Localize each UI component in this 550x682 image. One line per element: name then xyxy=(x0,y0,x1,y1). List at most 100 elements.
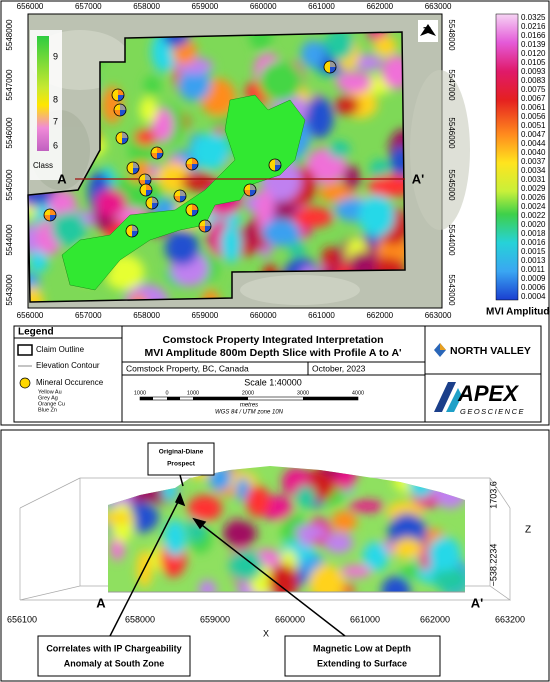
north-valley-text: NORTH VALLEY xyxy=(450,345,531,357)
mineral-quad xyxy=(145,174,151,180)
claim-swatch xyxy=(17,344,33,356)
blob xyxy=(49,190,77,219)
callout-text: Extending to Surface xyxy=(317,658,407,668)
colorbar-label: 0.0029 xyxy=(521,184,546,193)
y-coord-label: 5546000 xyxy=(447,117,456,149)
blob xyxy=(95,189,127,218)
x-coord-label: 656000 xyxy=(17,2,44,11)
mineral-quad xyxy=(269,159,275,165)
mineral-quad xyxy=(44,215,50,221)
mineral-color: Grey Ag xyxy=(38,395,58,401)
mineral-outline xyxy=(126,161,140,175)
callout-text: Anomaly at South Zone xyxy=(64,658,165,668)
mineral-quad xyxy=(44,209,50,215)
mineral-quad xyxy=(116,138,122,144)
x-coord-label: 657000 xyxy=(75,311,102,320)
blob xyxy=(29,249,49,273)
x-label: 656100 xyxy=(7,614,37,624)
mineral-quad xyxy=(132,225,138,231)
blob xyxy=(335,95,360,116)
mineral-quad xyxy=(186,204,192,210)
blob xyxy=(419,543,432,571)
mineral-quad xyxy=(180,190,186,196)
blob xyxy=(180,172,216,192)
mineral-quad xyxy=(118,89,124,95)
colorbar xyxy=(495,13,519,301)
mineral-quad xyxy=(192,210,198,216)
prospect-label: Prospect xyxy=(167,461,196,468)
blob xyxy=(256,189,274,232)
scale-tick: 3000 xyxy=(297,390,309,396)
blob xyxy=(343,165,360,191)
blob xyxy=(108,511,134,525)
blob xyxy=(258,60,302,102)
mineral-quad xyxy=(140,184,146,190)
x-coord-label: 658000 xyxy=(133,311,160,320)
x-label: 660000 xyxy=(275,614,305,624)
colorbar-label: 0.0083 xyxy=(521,76,546,85)
mineral-quad xyxy=(250,184,256,190)
colorbar-label: 0.0325 xyxy=(521,13,546,22)
mineral-quad xyxy=(112,89,118,95)
x-label: 658000 xyxy=(125,614,155,624)
colorbar-label: 0.0040 xyxy=(521,148,546,157)
blob xyxy=(362,541,389,572)
blob xyxy=(389,145,405,177)
blob xyxy=(222,520,258,547)
scale-bar xyxy=(139,396,359,401)
mineral-quad xyxy=(146,184,152,190)
mineral-quad xyxy=(50,209,56,215)
y-coord-label: 5547000 xyxy=(447,69,456,101)
scale-segment xyxy=(140,397,153,400)
class-area xyxy=(61,94,306,291)
mineral-quad xyxy=(186,158,192,164)
section-box xyxy=(19,477,512,601)
scale-segment xyxy=(193,397,248,400)
colorbar-label: 0.0051 xyxy=(521,121,546,130)
mineral-quad xyxy=(157,153,163,159)
x-label: 663200 xyxy=(495,614,525,624)
colorbar-label: 0.0009 xyxy=(521,274,546,283)
callout-text: Magnetic Low at Depth xyxy=(313,643,411,653)
colorbar-label: 0.0093 xyxy=(521,67,546,76)
profile-label: A xyxy=(96,595,106,610)
blob xyxy=(336,72,373,93)
class-label: 9 xyxy=(53,51,58,61)
mineral-outline xyxy=(43,208,57,222)
x-coord-label: 662000 xyxy=(366,2,393,11)
date: October, 2023 xyxy=(312,363,366,373)
mineral-outline xyxy=(115,131,129,145)
blob xyxy=(261,218,301,247)
mineral-quad xyxy=(174,190,180,196)
blob xyxy=(300,40,325,68)
x-label: 661000 xyxy=(350,614,380,624)
profile-label: A' xyxy=(412,171,424,186)
blob xyxy=(331,510,358,533)
mineral-quad xyxy=(192,204,198,210)
mineral-quad xyxy=(192,164,198,170)
class-label: 6 xyxy=(53,140,58,150)
mineral-outline xyxy=(111,88,125,102)
mineral-quad xyxy=(114,110,120,116)
blob xyxy=(358,194,395,237)
callout-text: Correlates with IP Chargeability xyxy=(46,643,181,653)
mineral-color: Blue Zn xyxy=(38,407,57,413)
blob xyxy=(352,54,383,71)
colorbar-label: 0.0037 xyxy=(521,157,546,166)
mineral-outline xyxy=(185,157,199,171)
north-label: N xyxy=(423,26,434,33)
mineral-quad xyxy=(186,164,192,170)
callout-box xyxy=(37,635,191,677)
x-label: 662000 xyxy=(420,614,450,624)
x-coord-label: 660000 xyxy=(250,2,277,11)
colorbar-label: 0.0216 xyxy=(521,22,546,31)
x-coord-label: 661000 xyxy=(308,2,335,11)
mineral-quad xyxy=(244,184,250,190)
colorbar-label: 0.0015 xyxy=(521,247,546,256)
mineral-quad xyxy=(152,197,158,203)
mineral-quad xyxy=(146,190,152,196)
mineral-quad xyxy=(205,226,211,232)
blob xyxy=(248,32,273,51)
scale-segment xyxy=(167,397,180,400)
colorbar-label: 0.0022 xyxy=(521,211,546,220)
